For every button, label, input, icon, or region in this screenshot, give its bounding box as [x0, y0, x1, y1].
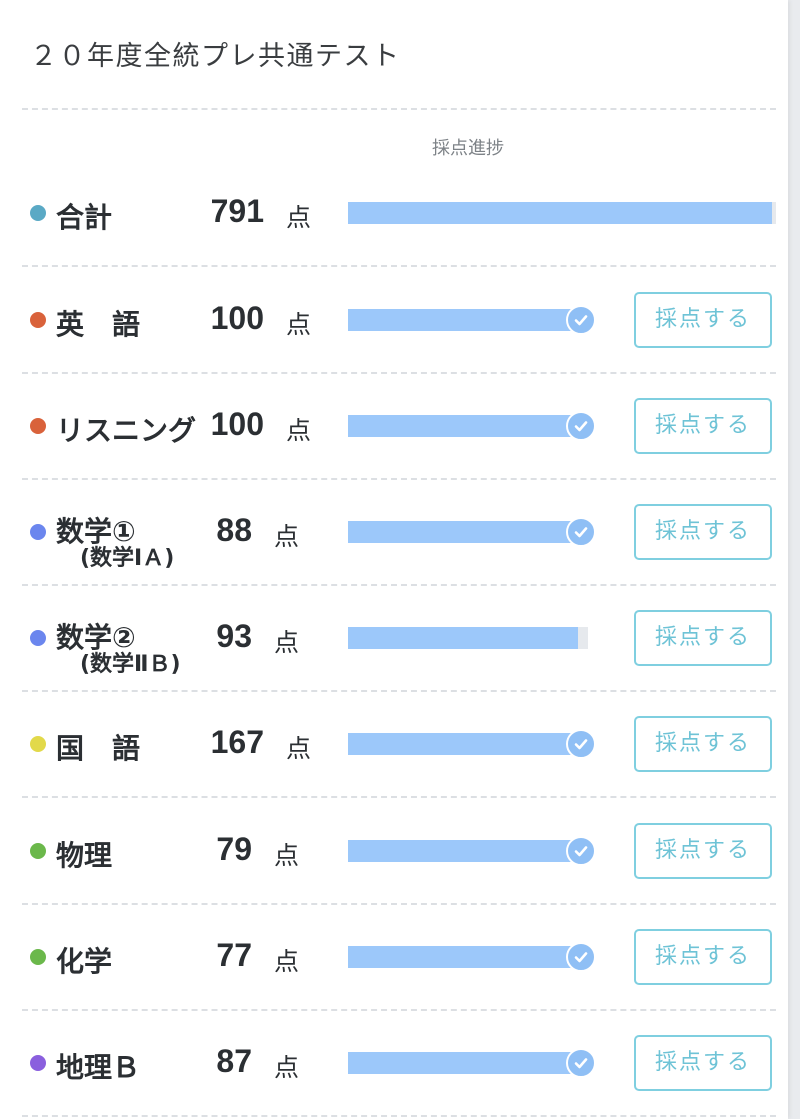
grade-button[interactable]: 採点する: [634, 292, 772, 348]
subject-color-dot: [30, 736, 46, 752]
progress-bar: [348, 733, 588, 755]
grade-button[interactable]: 採点する: [634, 398, 772, 454]
row-divider: [22, 1009, 776, 1011]
score-unit: 点: [286, 310, 312, 339]
progress-bar-fill: [348, 415, 588, 437]
subject-sublabel: (数学ⅠＡ): [80, 546, 175, 571]
score-row: 合計 791 点: [0, 160, 788, 267]
score-unit: 点: [274, 1053, 300, 1082]
progress-bar: [348, 415, 588, 437]
subject-label: 物理: [56, 839, 113, 872]
subject-color-dot: [30, 949, 46, 965]
progress-bar: [348, 1052, 588, 1074]
subject-label: 英 語: [56, 308, 141, 341]
check-circle-icon: [566, 305, 596, 335]
score-unit: 点: [286, 416, 312, 445]
subject-color-dot: [30, 418, 46, 434]
check-circle-icon: [566, 517, 596, 547]
score-value: 93: [216, 618, 252, 654]
progress-bar-fill: [348, 627, 579, 649]
subject-color-dot: [30, 312, 46, 328]
score-value: 791: [210, 193, 264, 229]
subject-color-dot: [30, 630, 46, 646]
row-divider: [22, 903, 776, 905]
progress-bar-fill: [348, 733, 588, 755]
score-row: リスニング 100 点 採点する: [0, 373, 788, 480]
subject-label: リスニング: [56, 414, 197, 447]
score-unit: 点: [286, 203, 312, 232]
subject-color-dot: [30, 843, 46, 859]
score-value: 87: [216, 1043, 252, 1079]
subject-label: 数学①: [56, 515, 136, 548]
subject-label: 化学: [56, 945, 113, 978]
grade-button[interactable]: 採点する: [634, 823, 772, 879]
subject-color-dot: [30, 1055, 46, 1071]
progress-bar: [348, 840, 588, 862]
score-row: 地理Ｂ 87 点 採点する: [0, 1010, 788, 1117]
score-row: 数学② (数学ⅡＢ) 93 点 採点する: [0, 585, 788, 692]
check-circle-icon: [566, 411, 596, 441]
progress-bar-fill: [348, 202, 772, 224]
row-divider: [22, 584, 776, 586]
score-row: 物理 79 点 採点する: [0, 798, 788, 905]
score-unit: 点: [274, 947, 300, 976]
grade-button[interactable]: 採点する: [634, 929, 772, 985]
row-divider: [22, 1115, 776, 1117]
progress-bar-fill: [348, 946, 588, 968]
check-circle-icon: [566, 1048, 596, 1078]
subject-label: 国 語: [56, 732, 141, 765]
subject-sublabel: (数学ⅡＢ): [80, 652, 181, 677]
page-title: ２０年度全統プレ共通テスト: [30, 41, 401, 72]
score-unit: 点: [274, 628, 300, 657]
subject-label: 合計: [56, 201, 113, 234]
score-row: 英 語 100 点 採点する: [0, 267, 788, 374]
row-divider: [22, 690, 776, 692]
grade-button[interactable]: 採点する: [634, 610, 772, 666]
grade-button[interactable]: 採点する: [634, 1035, 772, 1091]
score-unit: 点: [274, 522, 300, 551]
progress-bar: [348, 202, 776, 224]
progress-bar: [348, 946, 588, 968]
score-row: 数学① (数学ⅠＡ) 88 点 採点する: [0, 479, 788, 586]
score-row: 国 語 167 点 採点する: [0, 691, 788, 798]
row-divider: [22, 372, 776, 374]
subject-label: 数学②: [56, 621, 136, 654]
row-divider: [22, 265, 776, 267]
grade-button[interactable]: 採点する: [634, 716, 772, 772]
row-divider: [22, 478, 776, 480]
grade-button[interactable]: 採点する: [634, 504, 772, 560]
progress-bar-fill: [348, 521, 588, 543]
row-divider: [22, 796, 776, 798]
progress-bar: [348, 309, 588, 331]
score-value: 100: [210, 406, 264, 442]
progress-bar: [348, 627, 588, 649]
score-unit: 点: [286, 734, 312, 763]
check-circle-icon: [566, 729, 596, 759]
progress-bar-fill: [348, 309, 588, 331]
subject-color-dot: [30, 205, 46, 221]
progress-bar-fill: [348, 1052, 588, 1074]
score-unit: 点: [274, 841, 300, 870]
score-value: 79: [216, 831, 252, 867]
score-value: 167: [210, 724, 264, 760]
subject-label: 地理Ｂ: [56, 1051, 141, 1084]
check-circle-icon: [566, 836, 596, 866]
subject-color-dot: [30, 524, 46, 540]
check-circle-icon: [566, 942, 596, 972]
score-value: 100: [210, 300, 264, 336]
score-row: 化学 77 点 採点する: [0, 904, 788, 1011]
progress-bar-fill: [348, 840, 588, 862]
progress-bar: [348, 521, 588, 543]
progress-column-header: 採点進捗: [432, 138, 504, 159]
divider: [22, 108, 776, 110]
score-value: 77: [216, 937, 252, 973]
score-value: 88: [216, 512, 252, 548]
